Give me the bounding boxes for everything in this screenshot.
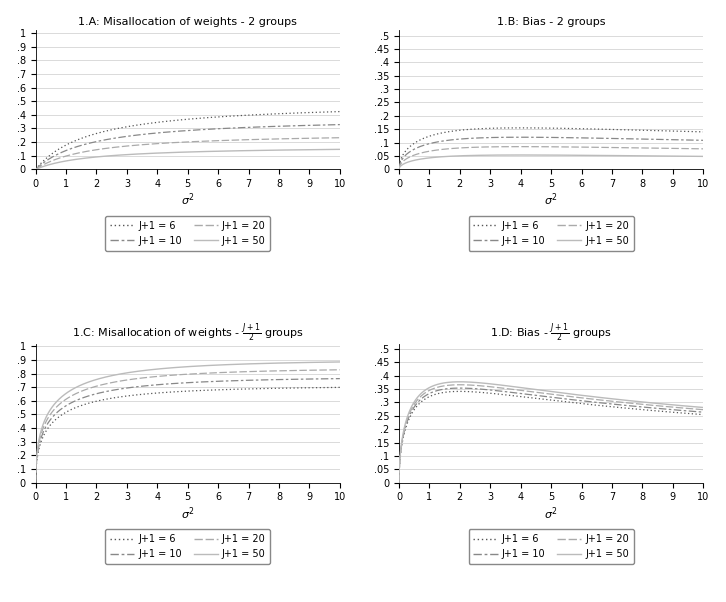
- Legend: J+1 = 6, J+1 = 10, J+1 = 20, J+1 = 50: J+1 = 6, J+1 = 10, J+1 = 20, J+1 = 50: [105, 216, 270, 250]
- Legend: J+1 = 6, J+1 = 10, J+1 = 20, J+1 = 50: J+1 = 6, J+1 = 10, J+1 = 20, J+1 = 50: [105, 529, 270, 564]
- Legend: J+1 = 6, J+1 = 10, J+1 = 20, J+1 = 50: J+1 = 6, J+1 = 10, J+1 = 20, J+1 = 50: [468, 529, 634, 564]
- X-axis label: $\sigma^2$: $\sigma^2$: [181, 192, 195, 208]
- X-axis label: $\sigma^2$: $\sigma^2$: [544, 192, 558, 208]
- Title: 1.A: Misallocation of weights - 2 groups: 1.A: Misallocation of weights - 2 groups: [78, 17, 297, 26]
- X-axis label: $\sigma^2$: $\sigma^2$: [544, 505, 558, 522]
- Title: 1.B: Bias - 2 groups: 1.B: Bias - 2 groups: [497, 17, 605, 26]
- Title: 1.C: Misallocation of weights - $\frac{J+1}{2}$ groups: 1.C: Misallocation of weights - $\frac{J…: [72, 321, 303, 344]
- Legend: J+1 = 6, J+1 = 10, J+1 = 20, J+1 = 50: J+1 = 6, J+1 = 10, J+1 = 20, J+1 = 50: [468, 216, 634, 250]
- Title: 1.D: Bias - $\frac{J+1}{2}$ groups: 1.D: Bias - $\frac{J+1}{2}$ groups: [490, 321, 612, 344]
- X-axis label: $\sigma^2$: $\sigma^2$: [181, 505, 195, 522]
